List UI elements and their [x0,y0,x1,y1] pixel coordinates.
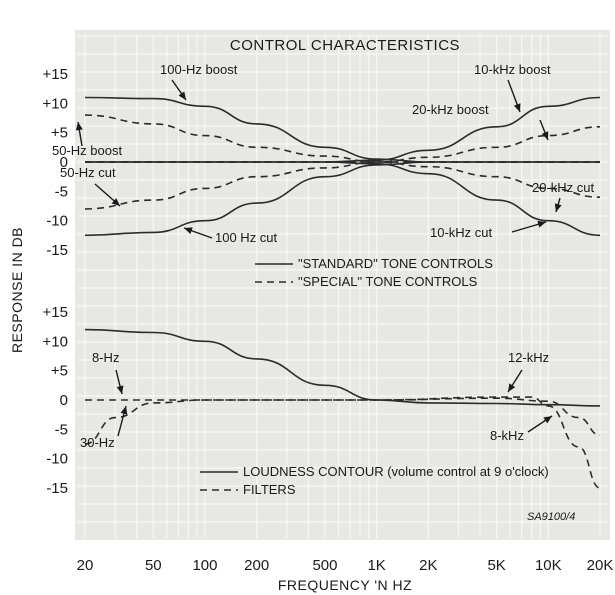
annotation-arrowhead [508,383,516,392]
annotation-20khz-boost: 20-kHz boost [412,102,489,117]
legend-loudness-contour: LOUDNESS CONTOUR (volume control at 9 o'… [243,464,549,479]
y-tick-label: 0 [60,392,68,409]
y-tick-label: +10 [43,333,68,350]
x-tick-label: 500 [312,557,337,574]
annotation-arrowhead [116,385,124,394]
annotation-50hz-cut: 50-Hz cut [60,165,116,180]
plot-area [75,30,610,540]
annotation-10khz-boost: 10-kHz boost [474,62,551,77]
annotation-arrowhead [75,122,83,131]
series-line-50-hz-cut [84,161,600,210]
annotation-30hz: 30-Hz [80,435,115,450]
annotation-arrowhead [120,406,128,415]
annotation-8hz: 8-Hz [92,350,119,365]
annotation-arrowhead [554,203,562,212]
x-tick-label: 200 [244,557,269,574]
annotation-arrowhead [178,91,186,100]
x-tick-label: 20 [77,557,94,574]
y-tick-label: +15 [43,304,68,321]
series-line-20-khz-cut [85,161,601,198]
y-tick-label: -10 [46,213,68,230]
legend-filters: FILTERS [243,482,296,497]
y-tick-label: +5 [51,363,68,380]
annotation-arrowhead [184,227,193,234]
annotation-arrowhead [537,220,546,228]
y-tick-label: -5 [55,183,68,200]
x-tick-label: 100 [192,557,217,574]
chart-title: CONTROL CHARACTERISTICS [230,37,460,54]
y-tick-label: 0 [60,154,68,171]
x-axis-label: FREQUENCY 'N HZ [278,577,412,593]
y-tick-label: -10 [46,451,68,468]
annotation-12khz: 12-kHz [508,350,549,365]
y-tick-label: +15 [43,66,68,83]
annotation-arrowhead [543,416,552,424]
y-tick-label: -5 [55,421,68,438]
legend-standard-tone-controls: "STANDARD" TONE CONTROLS [298,256,493,271]
series-line-10-khz-cut [85,161,601,237]
annotation-50hz-boost: 50-Hz boost [52,143,122,158]
x-tick-label: 20K [587,557,614,574]
x-tick-label: 2K [419,557,437,574]
y-tick-label: -15 [46,242,68,259]
series-lines [84,96,601,489]
series-line-8-hz [85,397,601,436]
annotation-arrows [75,79,562,437]
annotation-arrowhead [541,131,549,140]
annotation-8khz: 8-kHz [490,428,524,443]
y-tick-label: +5 [51,125,68,142]
annotation-100hz-cut: 100 Hz cut [215,230,278,245]
annotation-10khz-cut: 10-kHz cut [430,225,493,240]
x-tick-label: 10K [535,557,562,574]
annotation-100hz-boost: 100-Hz boost [160,62,238,77]
figure-code: SA9100/4 [527,511,575,523]
y-tick-label: +10 [43,95,68,112]
y-tick-label: -15 [46,480,68,497]
annotation-arrowhead [111,198,120,206]
x-tick-label: 5K [487,557,505,574]
x-tick-label: 50 [145,557,162,574]
annotation-arrowhead [513,103,521,112]
tick-labels: 20 50 100 200 500 1K 2K 5K 10K 20K +15 +10 +5 0 -5 -10 -… [43,66,614,574]
y-axis-label: RESPONSE IN DB [9,227,25,353]
annotation-20khz-cut: 20-kHz cut [532,180,595,195]
legend-special-tone-controls: "SPECIAL" TONE CONTROLS [298,274,478,289]
x-tick-label: 1K [367,557,385,574]
series-line-loudness-contour [84,328,601,407]
